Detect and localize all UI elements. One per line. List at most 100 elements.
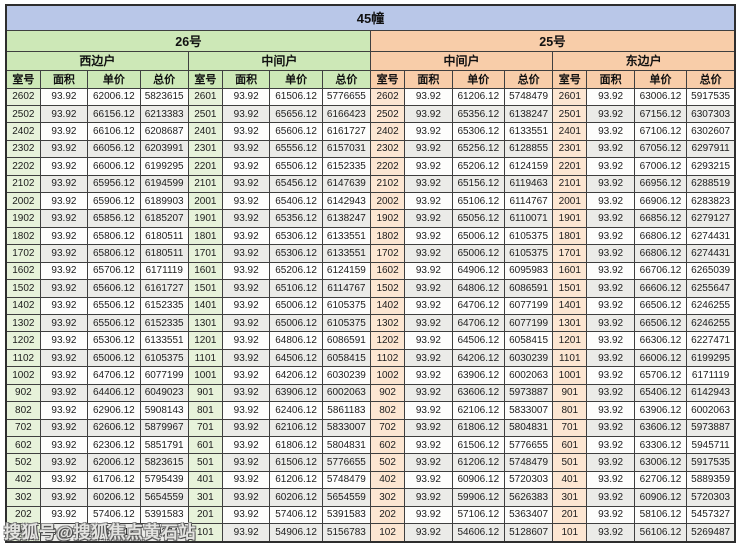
col-header-room: 室号 — [187, 69, 223, 89]
room-cell: 2402 — [5, 122, 41, 141]
room-cell: 1801 — [552, 226, 588, 246]
unit-price-cell: 66306.12 — [633, 331, 688, 350]
area-cell: 93.92 — [586, 122, 635, 141]
unit-price-cell: 63906.12 — [451, 366, 506, 385]
unit-price-cell: 65706.12 — [633, 366, 688, 385]
unit-price-cell: 65806.12 — [87, 226, 141, 246]
total-price-cell: 6255647 — [686, 279, 736, 298]
area-cell: 93.92 — [221, 104, 271, 124]
total-price-cell: 5748479 — [321, 470, 371, 490]
area-cell: 93.92 — [221, 244, 271, 263]
table-row: 2602 93.92 62006.12 5823615 2601 93.92 61506.1… — [5, 87, 736, 106]
table-row: 2302 93.92 66056.12 6203991 2301 93.92 65556.1… — [5, 139, 736, 159]
room-cell: 1302 — [369, 313, 406, 333]
room-cell: 1602 — [5, 261, 41, 281]
unit-price-cell: 65306.12 — [269, 244, 323, 263]
table-row: 1802 93.92 65806.12 6180511 1801 93.92 65306.1… — [5, 226, 736, 246]
unit-price-cell: 65156.12 — [451, 174, 506, 194]
unit-price-cell: 65506.12 — [269, 157, 323, 176]
total-price-cell: 6077199 — [504, 296, 554, 315]
area-cell: 93.92 — [404, 192, 453, 211]
area-cell: 93.92 — [39, 470, 89, 490]
total-price-cell: 5391583 — [321, 505, 371, 525]
total-price-cell: 6166423 — [321, 104, 371, 124]
room-cell: 302 — [369, 488, 406, 507]
col-header-area: 面积 — [221, 69, 271, 89]
area-cell: 93.92 — [221, 87, 271, 106]
title-row: 45幢 — [5, 4, 736, 31]
table-row: 1202 93.92 65306.12 6133551 1201 93.92 64806.1… — [5, 331, 736, 350]
area-cell: 93.92 — [39, 418, 89, 437]
total-price-cell: 6077199 — [139, 366, 189, 385]
room-cell: 1902 — [5, 209, 41, 228]
total-price-cell: 6105375 — [504, 226, 554, 246]
area-cell: 93.92 — [39, 122, 89, 141]
area-cell: 93.92 — [39, 104, 89, 124]
total-price-cell: 6124159 — [321, 261, 371, 281]
room-cell: 401 — [552, 470, 588, 490]
total-price-cell: 6105375 — [504, 244, 554, 263]
col-header-price: 单价 — [269, 69, 323, 89]
area-cell: 93.92 — [404, 261, 453, 281]
total-price-cell: 6142943 — [321, 192, 371, 211]
total-price-cell: 6246255 — [686, 313, 736, 333]
table-row: 502 93.92 62006.12 5823615 501 93.92 61506.12 5… — [5, 453, 736, 472]
unit-type-middle-26: 中间户 — [187, 50, 371, 71]
unit-price-cell: 55406.12 — [87, 523, 141, 543]
area-cell: 93.92 — [39, 401, 89, 420]
room-cell: 2601 — [187, 87, 223, 106]
unit-price-cell: 61806.12 — [451, 418, 506, 437]
room-cell: 1601 — [187, 261, 223, 281]
room-cell: 1001 — [187, 366, 223, 385]
unit-price-cell: 64206.12 — [451, 348, 506, 368]
unit-price-cell: 64706.12 — [451, 313, 506, 333]
room-cell: 1001 — [552, 366, 588, 385]
unit-price-cell: 66906.12 — [633, 192, 688, 211]
area-cell: 93.92 — [221, 261, 271, 281]
room-cell: 2301 — [552, 139, 588, 159]
unit-price-cell: 62306.12 — [87, 435, 141, 455]
area-cell: 93.92 — [221, 226, 271, 246]
room-cell: 1201 — [552, 331, 588, 350]
unit-price-cell: 61506.12 — [269, 453, 323, 472]
unit-price-cell: 62006.12 — [87, 453, 141, 472]
room-cell: 1501 — [187, 279, 223, 298]
room-cell: 102 — [369, 523, 406, 543]
area-cell: 93.92 — [39, 296, 89, 315]
room-cell: 502 — [369, 453, 406, 472]
room-cell: 1401 — [552, 296, 588, 315]
unit-price-cell: 66056.12 — [87, 139, 141, 159]
price-table: 45幢 26号 25号 西边户 中间户 中间户 东边户 室号 面积 单价 总价 … — [5, 4, 736, 543]
unit-price-cell: 65306.12 — [87, 331, 141, 350]
total-price-cell: 6180511 — [139, 244, 189, 263]
total-price-cell: 6213383 — [139, 104, 189, 124]
room-cell: 1101 — [187, 348, 223, 368]
total-price-cell: 5804831 — [504, 418, 554, 437]
room-cell: 901 — [552, 383, 588, 403]
area-cell: 93.92 — [39, 453, 89, 472]
area-cell: 93.92 — [586, 488, 635, 507]
unit-price-cell: 65406.12 — [269, 192, 323, 211]
area-cell: 93.92 — [39, 435, 89, 455]
area-cell: 93.92 — [39, 279, 89, 298]
total-price-cell: 6194599 — [139, 174, 189, 194]
total-price-cell: 6105375 — [139, 348, 189, 368]
room-cell: 701 — [187, 418, 223, 437]
unit-price-cell: 65906.12 — [87, 192, 141, 211]
unit-price-cell: 62106.12 — [269, 418, 323, 437]
area-cell: 93.92 — [221, 383, 271, 403]
total-price-cell: 5626383 — [504, 488, 554, 507]
table-row: 102 93.92 55406.12 5203743 101 93.92 54906.12 5… — [5, 523, 736, 543]
total-price-cell: 6288519 — [686, 174, 736, 194]
total-price-cell: 6152335 — [139, 313, 189, 333]
unit-price-cell: 61206.12 — [269, 470, 323, 490]
unit-price-cell: 67056.12 — [633, 139, 688, 159]
room-cell: 1301 — [552, 313, 588, 333]
table-row: 1002 93.92 64706.12 6077199 1001 93.92 64206.1… — [5, 366, 736, 385]
table-row: 1702 93.92 65806.12 6180511 1701 93.92 65306.1… — [5, 244, 736, 263]
total-price-cell: 5363407 — [504, 505, 554, 525]
table-row: 802 93.92 62906.12 5908143 801 93.92 62406.12 5… — [5, 401, 736, 420]
unit-price-cell: 57406.12 — [269, 505, 323, 525]
room-cell: 801 — [187, 401, 223, 420]
room-cell: 1502 — [369, 279, 406, 298]
